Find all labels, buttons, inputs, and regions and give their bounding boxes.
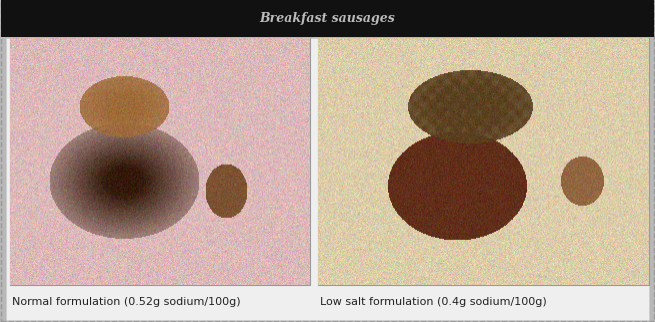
Text: (a): (a) <box>291 269 306 279</box>
Text: (b): (b) <box>630 269 645 279</box>
Text: Low salt formulation (0.4g sodium/100g): Low salt formulation (0.4g sodium/100g) <box>320 297 547 307</box>
Bar <box>6 38 649 320</box>
Bar <box>318 38 649 285</box>
Text: Normal formulation (0.52g sodium/100g): Normal formulation (0.52g sodium/100g) <box>12 297 240 307</box>
Bar <box>1 0 654 37</box>
Bar <box>10 38 310 285</box>
Text: Breakfast sausages: Breakfast sausages <box>259 12 395 25</box>
